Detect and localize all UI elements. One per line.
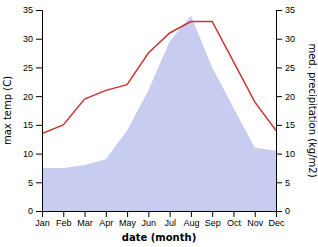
x-tick-label: Mar <box>77 218 93 228</box>
y-tick: 25 <box>23 63 42 73</box>
y2-tick: 10 <box>276 149 295 159</box>
x-tick: May <box>119 211 137 228</box>
y2-tick-mark <box>276 96 282 97</box>
y2-tick: 20 <box>276 92 295 102</box>
x-tick: Apr <box>99 211 113 228</box>
y2-tick: 15 <box>276 120 295 130</box>
y-tick-mark <box>36 10 42 11</box>
x-tick-mark <box>127 211 128 217</box>
y2-tick: 0 <box>276 206 290 216</box>
y2-tick-label: 25 <box>285 63 295 73</box>
y-tick: 20 <box>23 92 42 102</box>
y-tick-mark <box>36 39 42 40</box>
y2-tick-label: 5 <box>285 178 290 188</box>
x-tick-label: Oct <box>227 218 242 228</box>
y2-tick-mark <box>276 67 282 68</box>
y-tick: 35 <box>23 5 42 15</box>
y-axis-line <box>36 11 43 212</box>
x-tick: Dec <box>268 211 285 228</box>
x-tick-mark <box>191 211 192 217</box>
x-axis-line <box>43 212 277 218</box>
y-tick-mark <box>36 125 42 126</box>
y2-tick-label: 30 <box>285 34 295 44</box>
x-tick-label: Aug <box>183 218 199 228</box>
y-tick-mark <box>36 67 42 68</box>
y-tick-mark <box>36 154 42 155</box>
x-axis: Jan Feb Mar Apr May Jun Jul Aug Sep Oct Nov Dec <box>35 211 285 228</box>
plot: JanFebMarAprMayJunJulAugSepOctNovDec0510… <box>23 5 295 228</box>
x-tick-mark <box>233 211 234 217</box>
y2-tick-mark <box>276 10 282 11</box>
area <box>42 16 276 211</box>
x-tick-label: Dec <box>268 218 285 228</box>
y-tick: 0 <box>28 206 42 216</box>
x-tick: Oct <box>227 211 242 228</box>
y-tick-mark <box>36 211 42 212</box>
y2-tick-mark <box>276 39 282 40</box>
y2-axis-line <box>277 11 283 212</box>
y2-tick-label: 10 <box>285 149 295 159</box>
y2-tick-mark <box>276 125 282 126</box>
x-tick: Jan <box>35 211 50 228</box>
y2-axis: 0 5 10 15 20 25 30 35 <box>276 5 295 216</box>
x-tick: Mar <box>77 211 93 228</box>
x-tick-mark <box>212 211 213 217</box>
x-tick: Aug <box>183 211 199 228</box>
y2-tick-label: 0 <box>285 206 290 216</box>
x-tick-mark <box>85 211 86 217</box>
x-tick-label: Apr <box>99 218 113 228</box>
x-tick-mark <box>148 211 149 217</box>
y-tick-mark <box>36 96 42 97</box>
x-tick-label: Feb <box>56 218 72 228</box>
y-tick: 5 <box>28 178 42 188</box>
y2-tick-label: 20 <box>285 92 295 102</box>
y2-tick-mark <box>276 211 282 212</box>
y-tick-mark <box>36 182 42 183</box>
y2-axis-title: med. precipitation (kg/m2) <box>307 43 318 177</box>
y2-tick-mark <box>276 154 282 155</box>
y2-tick: 5 <box>276 178 290 188</box>
y-tick-label: 20 <box>23 92 33 102</box>
y2-tick-mark <box>276 182 282 183</box>
y2-tick-label: 15 <box>285 120 295 130</box>
y-tick: 15 <box>23 120 42 130</box>
y2-tick-label: 35 <box>285 5 295 15</box>
x-tick-label: May <box>119 218 137 228</box>
marks <box>42 16 276 211</box>
y2-tick: 25 <box>276 63 295 73</box>
x-tick: Sep <box>205 211 221 228</box>
x-tick-label: Jan <box>35 218 50 228</box>
y-tick-label: 35 <box>23 5 33 15</box>
y-axis: 0 5 10 15 20 25 30 35 <box>23 5 43 216</box>
y-axis-title: max temp (C) <box>2 76 13 145</box>
x-tick-mark <box>63 211 64 217</box>
y2-tick: 35 <box>276 5 295 15</box>
x-tick: Nov <box>247 211 264 228</box>
y-tick-label: 10 <box>23 149 33 159</box>
y-tick-label: 15 <box>23 120 33 130</box>
x-tick: Jun <box>142 211 157 228</box>
x-tick-label: Jun <box>142 218 157 228</box>
x-tick: Jul <box>164 211 176 228</box>
y-tick: 10 <box>23 149 42 159</box>
y-tick: 30 <box>23 34 42 44</box>
x-tick-label: Sep <box>205 218 221 228</box>
y-tick-label: 30 <box>23 34 33 44</box>
y2-tick: 30 <box>276 34 295 44</box>
x-tick-mark <box>170 211 171 217</box>
x-tick-mark <box>106 211 107 217</box>
x-axis-title: date (month) <box>122 232 196 243</box>
x-tick-label: Nov <box>247 218 264 228</box>
x-tick-mark <box>255 211 256 217</box>
line <box>42 21 276 133</box>
x-tick-label: Jul <box>164 218 176 228</box>
x-tick: Feb <box>56 211 72 228</box>
y-tick-label: 0 <box>28 206 33 216</box>
y-tick-label: 25 <box>23 63 33 73</box>
chart: JanFebMarAprMayJunJulAugSepOctNovDec0510… <box>0 0 318 247</box>
y-tick-label: 5 <box>28 178 33 188</box>
